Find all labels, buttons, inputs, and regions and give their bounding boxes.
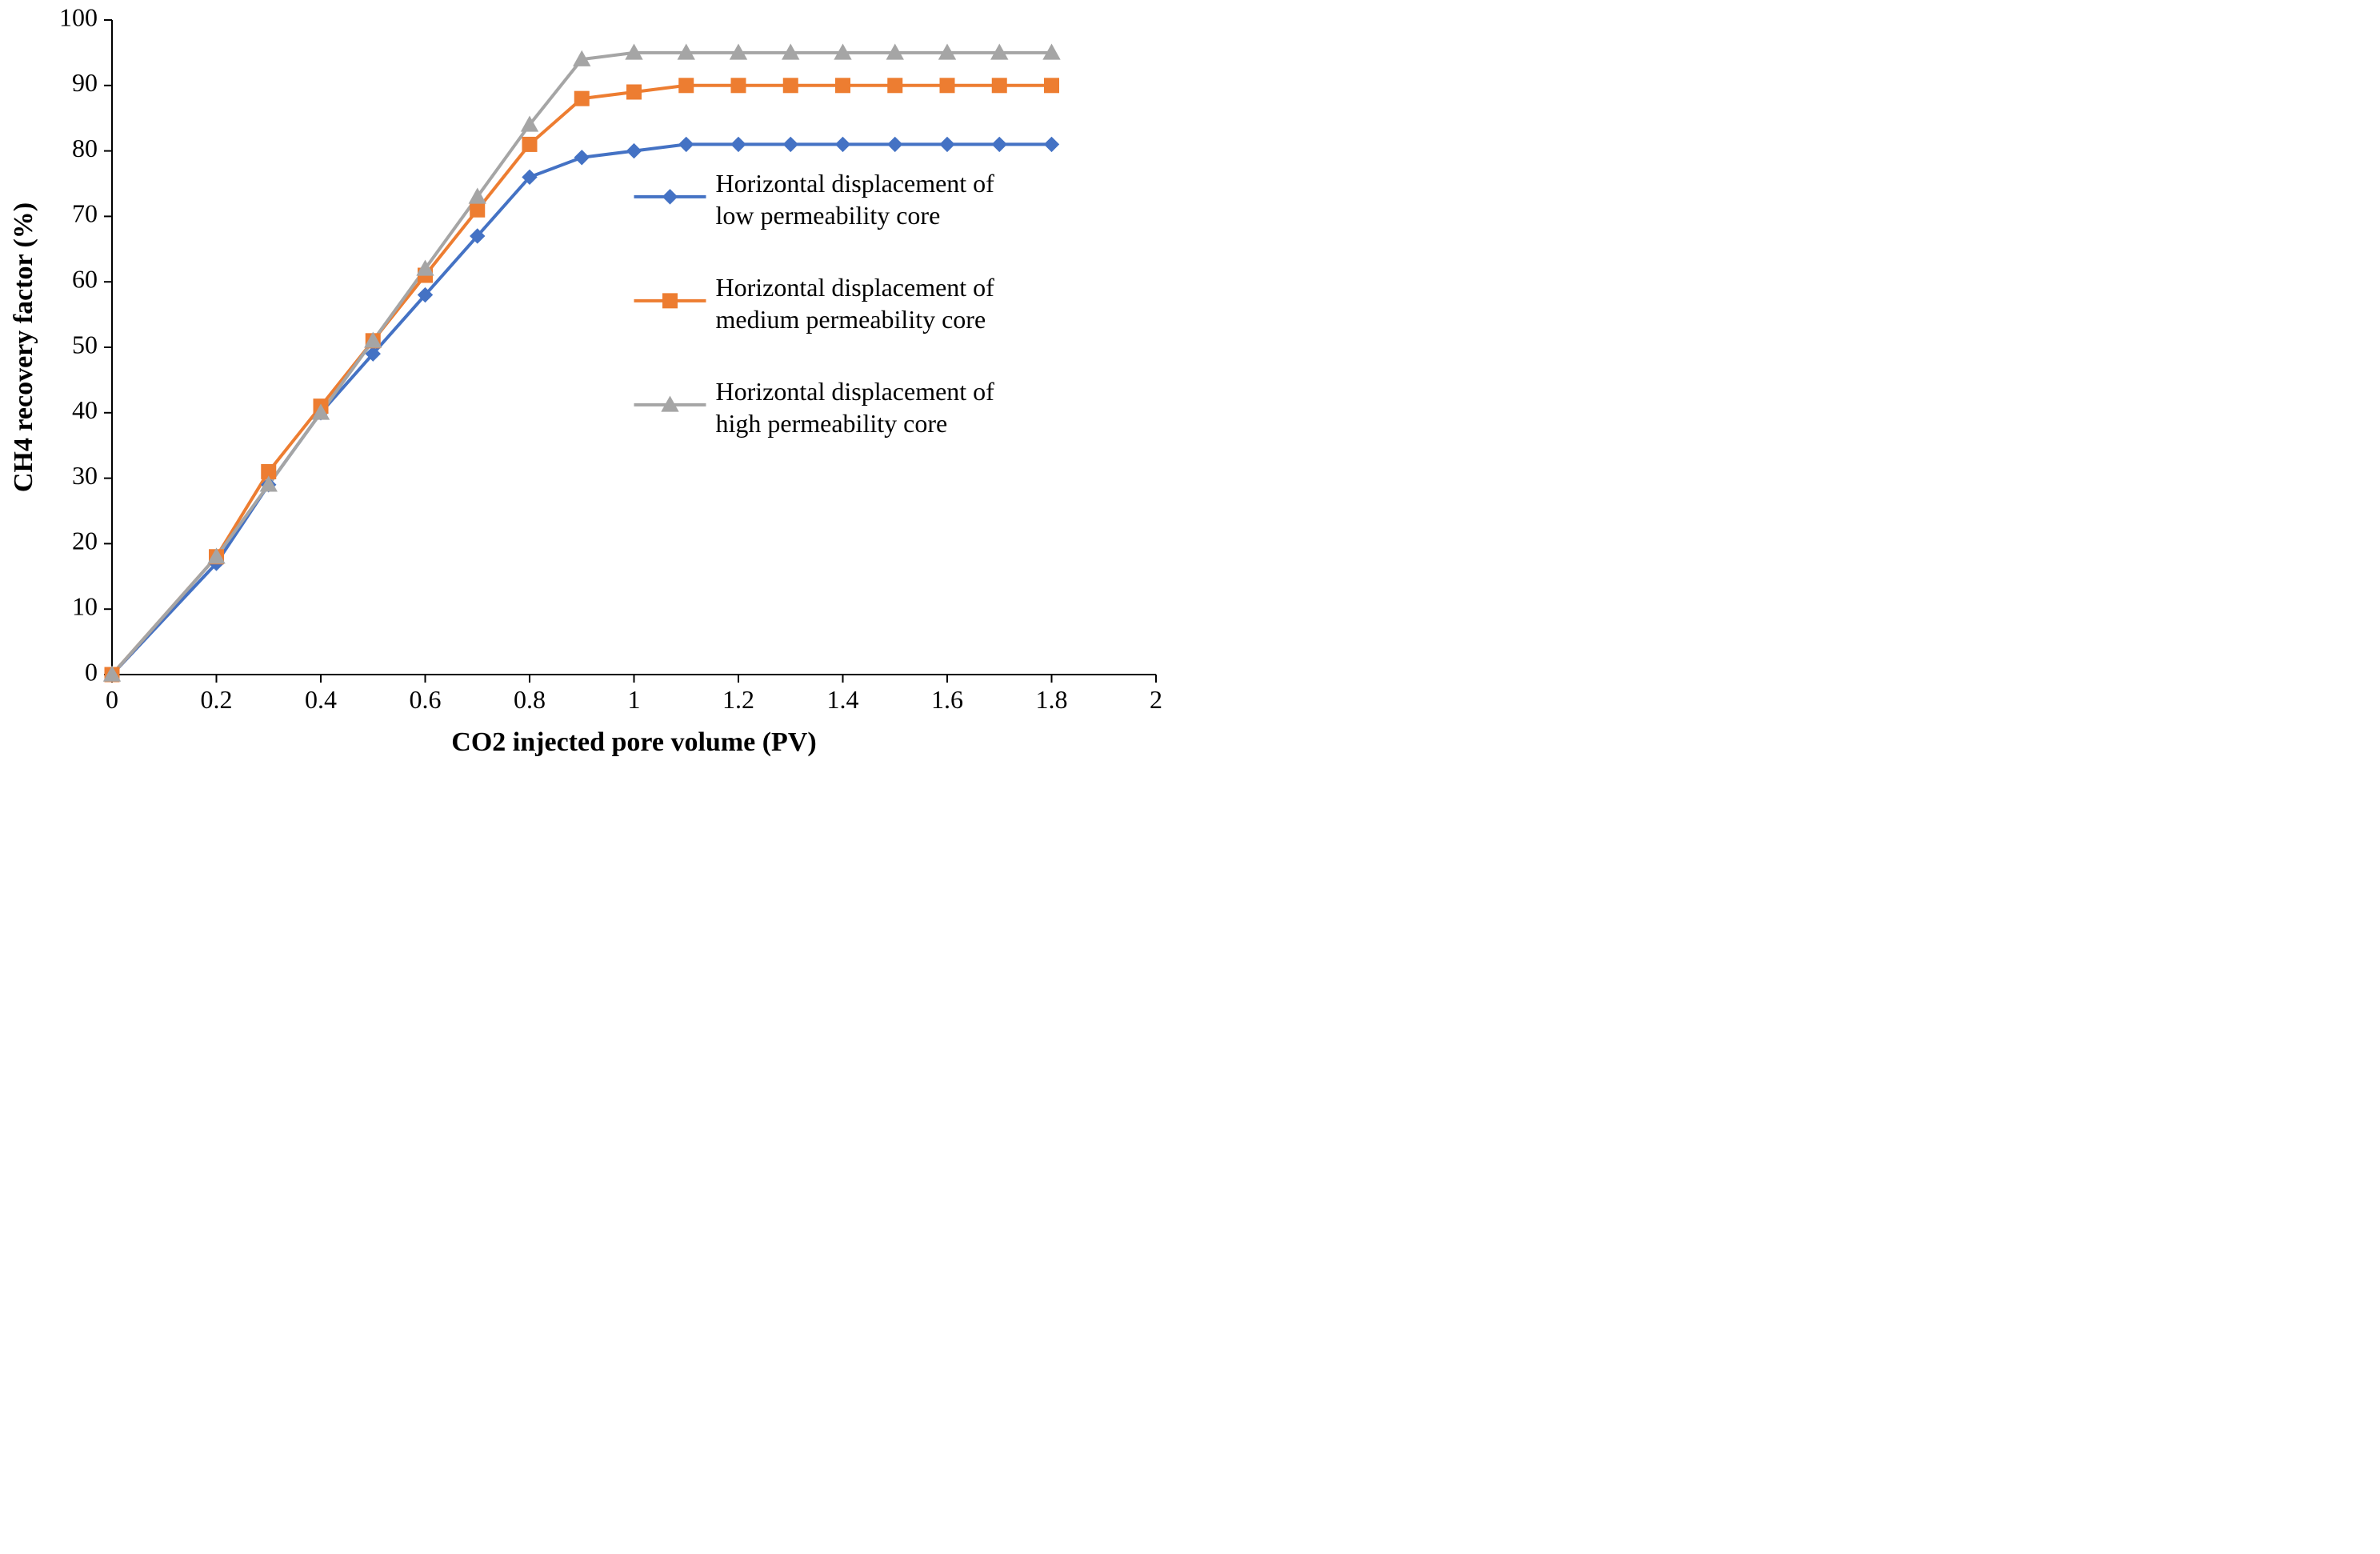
y-tick-label: 90: [72, 68, 98, 97]
marker-square: [1045, 78, 1059, 93]
legend-label: low permeability core: [716, 201, 941, 230]
marker-square: [627, 85, 642, 99]
x-tick-label: 0.8: [514, 685, 546, 714]
plot-background: [0, 0, 1180, 771]
y-tick-label: 70: [72, 199, 98, 228]
y-axis-label: CH4 recovery factor (%): [9, 202, 38, 492]
x-tick-label: 1.8: [1036, 685, 1068, 714]
y-tick-label: 40: [72, 395, 98, 424]
x-tick-label: 0.4: [305, 685, 337, 714]
marker-square: [992, 78, 1006, 93]
y-tick-label: 80: [72, 134, 98, 162]
x-tick-label: 1.2: [722, 685, 754, 714]
x-axis-label: CO2 injected pore volume (PV): [451, 727, 816, 757]
legend-label: Horizontal displacement of: [716, 273, 995, 302]
y-tick-label: 10: [72, 592, 98, 621]
marker-square: [940, 78, 954, 93]
marker-square: [663, 294, 678, 308]
marker-square: [574, 91, 589, 106]
y-tick-label: 0: [85, 657, 98, 686]
marker-square: [679, 78, 694, 93]
marker-square: [731, 78, 746, 93]
chart-container: 0 10 20 30 40 50 60 70 80 90 100 0 0.2 0.4 0.6 0.8 1 1.2 1…: [0, 0, 1180, 771]
y-tick-label: 50: [72, 330, 98, 358]
marker-square: [836, 78, 850, 93]
legend-label: Horizontal displacement of: [716, 377, 995, 406]
x-tick-label: 0.2: [201, 685, 233, 714]
x-tick-label: 0.6: [410, 685, 442, 714]
marker-square: [783, 78, 798, 93]
y-tick-label: 60: [72, 265, 98, 294]
y-tick-label: 20: [72, 527, 98, 555]
x-tick-label: 1: [628, 685, 641, 714]
legend-label: Horizontal displacement of: [716, 169, 995, 198]
marker-square: [888, 78, 902, 93]
y-tick-label: 100: [59, 2, 98, 31]
recovery-chart: 0 10 20 30 40 50 60 70 80 90 100 0 0.2 0.4 0.6 0.8 1 1.2 1…: [0, 0, 1180, 771]
marker-square: [522, 137, 537, 151]
x-tick-label: 2: [1150, 685, 1162, 714]
marker-square: [470, 202, 485, 217]
x-tick-label: 0: [106, 685, 118, 714]
legend-label: high permeability core: [716, 409, 948, 438]
y-tick-label: 30: [72, 461, 98, 490]
x-tick-label: 1.6: [931, 685, 963, 714]
x-tick-label: 1.4: [827, 685, 859, 714]
legend-label: medium permeability core: [716, 305, 986, 334]
